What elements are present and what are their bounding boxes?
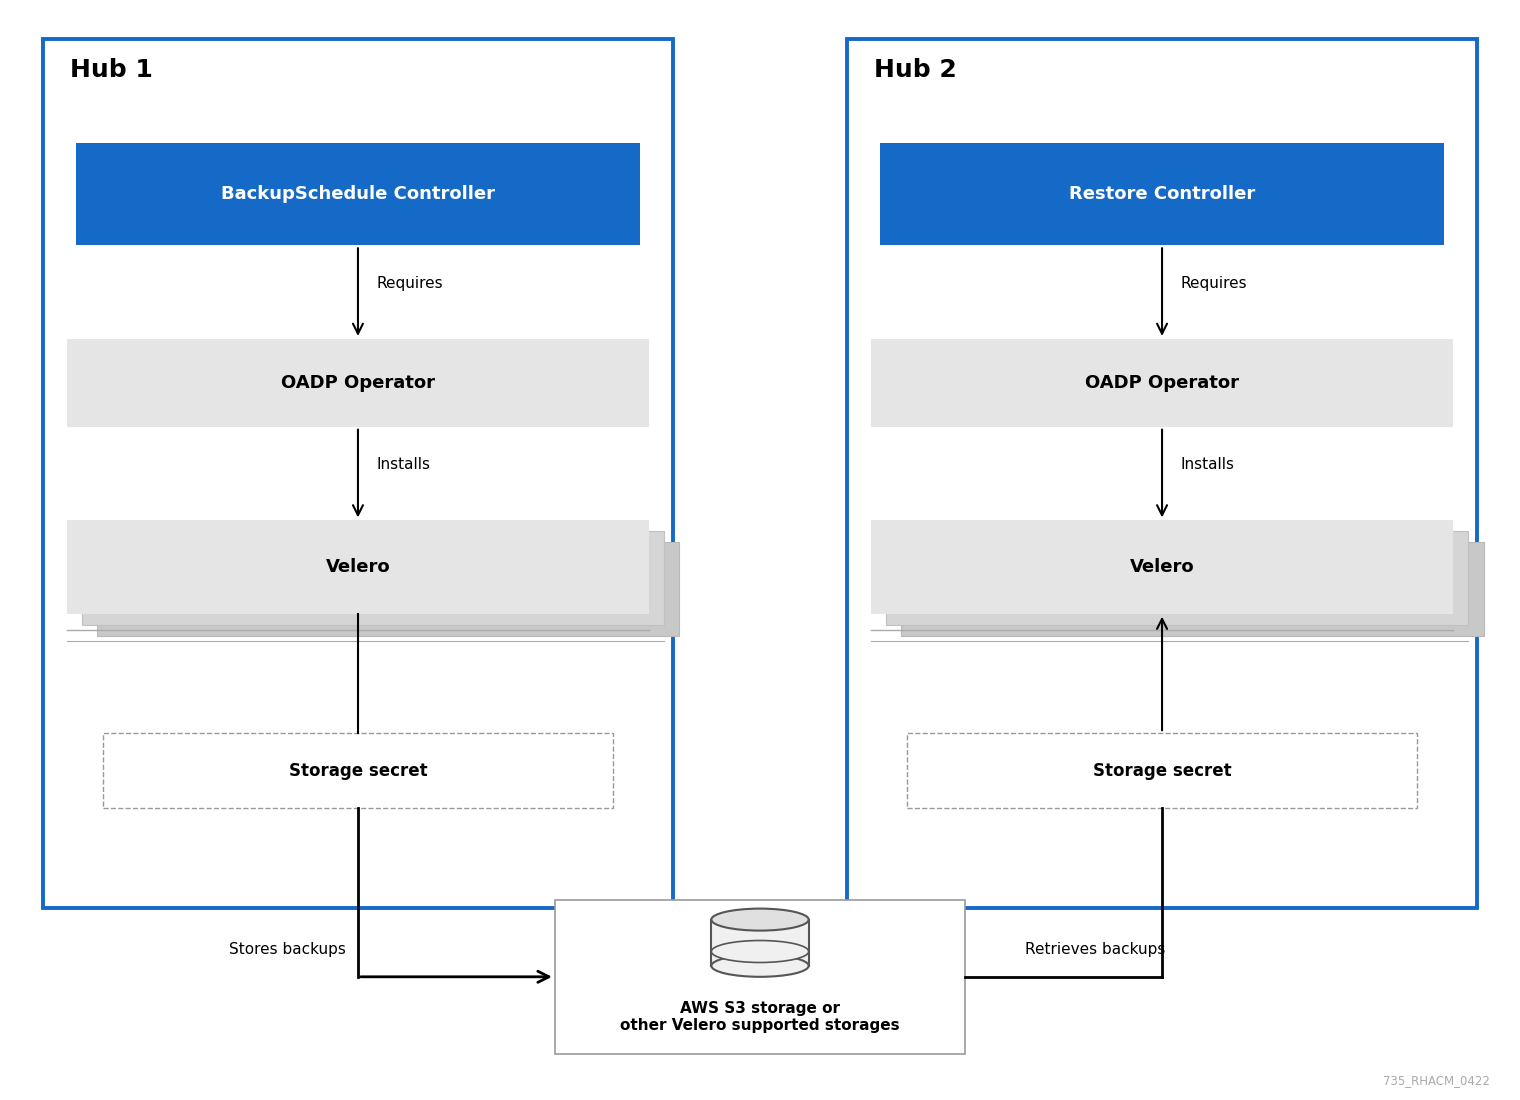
Bar — [67, 339, 649, 427]
Text: Restore Controller: Restore Controller — [1069, 185, 1256, 204]
Text: BackupSchedule Controller: BackupSchedule Controller — [220, 185, 496, 204]
Bar — [43, 39, 673, 907]
Bar — [67, 520, 649, 614]
Text: Installs: Installs — [1181, 458, 1234, 472]
Text: Storage secret: Storage secret — [1093, 761, 1231, 780]
Bar — [103, 733, 613, 807]
Polygon shape — [711, 920, 809, 966]
Text: Velero: Velero — [325, 558, 391, 576]
Bar — [871, 520, 1453, 614]
Text: Requires: Requires — [1181, 276, 1246, 290]
Text: Installs: Installs — [377, 458, 430, 472]
Bar — [82, 531, 664, 625]
Text: AWS S3 storage or
other Velero supported storages: AWS S3 storage or other Velero supported… — [620, 1001, 900, 1033]
Text: Hub 2: Hub 2 — [874, 58, 956, 82]
Bar — [907, 733, 1417, 807]
Text: OADP Operator: OADP Operator — [1085, 374, 1239, 392]
Ellipse shape — [711, 955, 809, 977]
Text: Velero: Velero — [1129, 558, 1195, 576]
Bar — [97, 542, 679, 636]
Bar — [555, 900, 965, 1054]
Bar — [886, 531, 1468, 625]
Text: Stores backups: Stores backups — [228, 942, 345, 957]
Text: 735_RHACM_0422: 735_RHACM_0422 — [1383, 1074, 1490, 1087]
Ellipse shape — [711, 940, 809, 962]
Bar — [847, 39, 1477, 907]
Text: Storage secret: Storage secret — [289, 761, 427, 780]
Bar — [871, 339, 1453, 427]
Text: Hub 1: Hub 1 — [70, 58, 154, 82]
Text: OADP Operator: OADP Operator — [281, 374, 435, 392]
Bar — [901, 542, 1484, 636]
Ellipse shape — [711, 909, 809, 931]
Bar — [76, 143, 640, 245]
Text: Requires: Requires — [377, 276, 442, 290]
Text: Retrieves backups: Retrieves backups — [1026, 942, 1166, 957]
Bar — [880, 143, 1444, 245]
